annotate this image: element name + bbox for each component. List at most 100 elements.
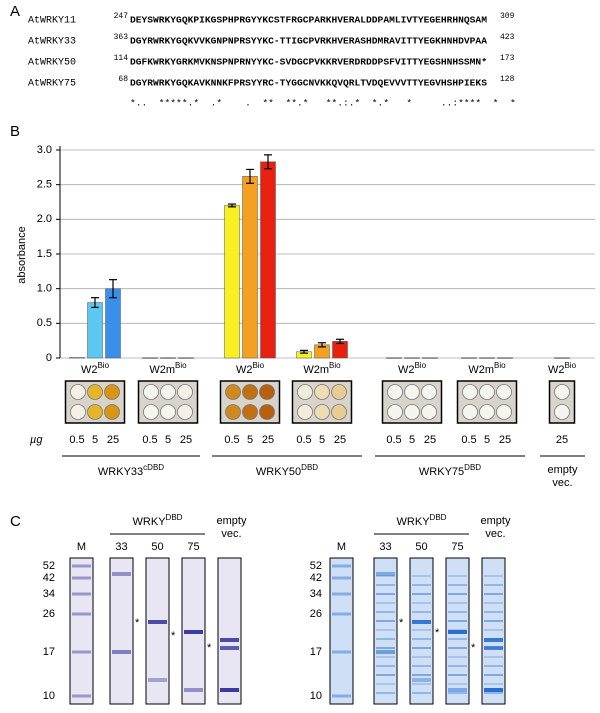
seq-name: AtWRKY50 [28, 58, 76, 69]
gel-lane [409, 557, 434, 705]
bar [479, 357, 495, 359]
error-bar [246, 168, 254, 184]
protein-label: WRKY50DBD [256, 463, 318, 478]
gel-lane [69, 557, 94, 705]
dose-label: 5 [409, 434, 415, 446]
gel-band [448, 602, 467, 604]
lane-label: 33 [379, 541, 391, 553]
gel-band [412, 678, 431, 682]
marker-label: 52 [43, 560, 55, 572]
gel-band [484, 638, 503, 642]
lane-label: 75 [187, 541, 199, 553]
well [496, 404, 512, 420]
group-label-sup: Bio [329, 361, 341, 370]
error-bar [336, 338, 344, 345]
protein-label-text: WRKY50 [256, 466, 301, 478]
panel-label: A [10, 3, 20, 20]
dose-label: 0.5 [461, 434, 476, 446]
gel-band [148, 678, 167, 682]
marker-label: 52 [310, 560, 322, 572]
group-label-text: W2 [548, 364, 565, 376]
gel-band [412, 638, 431, 640]
gel-band [376, 647, 395, 649]
sequence: DEYSWRKYGQKPIKGSPHPRGYYKCSTFRGCPARKHVERA… [130, 15, 487, 26]
gel-band [448, 656, 467, 658]
y-tick-label: 0.5 [37, 317, 52, 329]
well [225, 404, 241, 420]
bar [160, 357, 176, 359]
gel-band [376, 593, 395, 595]
lane-label: 50 [415, 541, 427, 553]
protein-label: WRKY75DBD [419, 463, 481, 478]
gel-band [184, 630, 203, 634]
gel-header-sup: DBD [166, 513, 183, 522]
gel-band [376, 674, 395, 676]
group-label-text: W2m [303, 364, 329, 376]
well [177, 404, 193, 420]
consensus: *.. *****.* .* . ** **.* **.:.* *.* * ..… [130, 98, 516, 109]
gel-band [448, 575, 467, 577]
dose-label: 5 [92, 434, 98, 446]
marker-label: 42 [43, 572, 55, 584]
well [87, 404, 103, 420]
protein-label-sup: DBD [464, 463, 481, 472]
group-label: W2Bio [236, 361, 265, 376]
sequence: DGYRWRKYGQKVVKGNPNPRSYYKC-TTIGCPVRKHVERA… [130, 36, 487, 47]
well [70, 404, 86, 420]
bar [142, 357, 158, 359]
dose-label: 0.5 [296, 434, 311, 446]
well [177, 384, 193, 400]
gel-band [112, 650, 131, 654]
y-tick-label: 0 [46, 352, 52, 364]
seq-end: 173 [500, 54, 515, 63]
marker-lane-label: M [77, 541, 86, 553]
marker-label: 26 [310, 608, 322, 620]
gel-lane [329, 557, 354, 705]
protein-label-sup: DBD [301, 463, 318, 472]
gel-band [376, 602, 395, 604]
gel-band [412, 647, 431, 649]
gel-band [484, 629, 503, 631]
well [314, 404, 330, 420]
dose-label: 25 [424, 434, 436, 446]
protein-label-text: WRKY33 [98, 466, 143, 478]
gel-band [72, 576, 91, 580]
gel-lane [481, 557, 506, 705]
well [87, 384, 103, 400]
well [404, 404, 420, 420]
protein-label: WRKY33cDBD [98, 463, 164, 478]
well [421, 384, 437, 400]
gel-header-text: WRKY [133, 516, 167, 528]
gel-band [72, 612, 91, 616]
well [160, 384, 176, 400]
well [143, 384, 159, 400]
bar [497, 357, 513, 359]
gel-band [412, 656, 431, 658]
dose-label: 0.5 [386, 434, 401, 446]
seq-end: 309 [500, 12, 515, 21]
lane-label: empty [217, 515, 247, 527]
gel-band [484, 646, 503, 650]
y-tick-label: 3.0 [37, 144, 52, 156]
dose-label: 0.5 [69, 434, 84, 446]
gel-band [448, 638, 467, 640]
gel-band [448, 683, 467, 685]
y-tick-label: 2.0 [37, 213, 52, 225]
group-label: W2Bio [548, 361, 577, 376]
unit-label: µg [30, 434, 43, 446]
gel-band [448, 584, 467, 586]
gel-band [412, 620, 431, 624]
gel-lane [109, 557, 134, 705]
protein-label-sup: cDBD [143, 463, 164, 472]
dose-label: 5 [165, 434, 171, 446]
y-axis-label: absorbance [16, 226, 28, 284]
gel-band [412, 593, 431, 595]
group-label-text: W2 [81, 364, 98, 376]
bar [404, 357, 420, 359]
band-asterisk: * [135, 617, 140, 629]
well [387, 404, 403, 420]
gel-band [412, 665, 431, 667]
protein-label: empty [548, 464, 578, 476]
gel-band [484, 656, 503, 658]
